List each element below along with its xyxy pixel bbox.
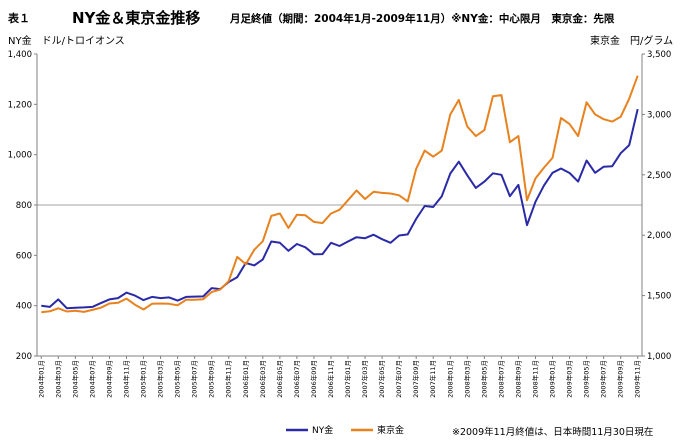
legend-label: NY金	[312, 424, 333, 436]
x-tick-label: 2006年11月	[326, 360, 335, 398]
y-left-tick-label: 1,200	[8, 100, 32, 110]
x-tick-label: 2008年11月	[530, 360, 539, 398]
x-tick-label: 2004年05月	[70, 360, 79, 398]
x-tick-label: 2005年07月	[190, 360, 199, 398]
y-right-tick-label: 2,500	[647, 171, 671, 181]
x-tick-label: 2007年03月	[360, 360, 369, 398]
x-tick-label: 2006年07月	[292, 360, 301, 398]
x-tick-label: 2008年01月	[445, 360, 454, 398]
y-right-tick-label: 2,000	[647, 231, 671, 241]
right-axis-unit: 東京金 円/グラム	[590, 36, 674, 47]
x-tick-label: 2007年01月	[343, 360, 352, 398]
x-tick-label: 2009年07月	[599, 360, 608, 398]
x-tick-label: 2006年03月	[258, 360, 267, 398]
y-left-tick-label: 1,400	[8, 50, 32, 60]
x-tick-label: 2009年05月	[582, 360, 591, 398]
tokyo-gold-line	[41, 75, 639, 314]
x-tick-label: 2004年09月	[104, 360, 113, 398]
y-left-tick-label: 200	[16, 352, 32, 362]
left-axis-unit: NY金 ドル/トロイオンス	[8, 36, 125, 47]
table-number: 表１	[8, 12, 30, 25]
x-tick-label: 2004年07月	[87, 360, 96, 398]
x-tick-label: 2004年11月	[121, 360, 130, 398]
x-tick-label: 2009年01月	[548, 360, 557, 398]
y-right-tick-label: 3,500	[647, 50, 671, 60]
x-tick-label: 2007年11月	[428, 360, 437, 398]
chart-subtitle: 月足終値（期間：2004年1月-2009年11月）※NY金：中心限月 東京金：先…	[230, 13, 615, 25]
x-tick-label: 2004年01月	[36, 360, 45, 398]
x-tick-label: 2005年01月	[139, 360, 148, 398]
x-tick-label: 2008年03月	[462, 360, 471, 398]
x-tick-label: 2008年05月	[479, 360, 488, 398]
x-tick-label: 2005年11月	[224, 360, 233, 398]
y-right-tick-label: 3,000	[647, 110, 671, 120]
x-tick-label: 2009年09月	[616, 360, 625, 398]
y-left-tick-label: 1,000	[8, 151, 32, 161]
footnote: ※2009年11月終値は、日本時間11月30日現在	[452, 427, 654, 438]
ny-gold-line	[41, 108, 639, 310]
x-tick-label: 2007年09月	[411, 360, 420, 398]
x-tick-label: 2009年03月	[565, 360, 574, 398]
y-left-tick-label: 800	[16, 201, 32, 211]
legend-label: 東京金	[377, 424, 404, 436]
x-tick-label: 2005年03月	[156, 360, 165, 398]
y-left-tick-label: 600	[16, 251, 32, 261]
y-left-tick-label: 400	[16, 302, 32, 312]
y-right-tick-label: 1,000	[647, 352, 671, 362]
x-tick-label: 2005年09月	[207, 360, 216, 398]
x-tick-label: 2007年07月	[394, 360, 403, 398]
x-tick-label: 2004年03月	[53, 360, 62, 398]
x-tick-label: 2006年01月	[241, 360, 250, 398]
x-tick-label: 2008年09月	[513, 360, 522, 398]
x-tick-label: 2005年05月	[173, 360, 182, 398]
y-right-tick-label: 1,500	[647, 292, 671, 302]
x-tick-label: 2006年05月	[275, 360, 284, 398]
x-tick-label: 2007年05月	[377, 360, 386, 398]
x-tick-label: 2009年11月	[633, 360, 642, 398]
chart-title: NY金＆東京金推移	[72, 9, 201, 27]
x-tick-label: 2008年07月	[496, 360, 505, 398]
x-tick-label: 2006年09月	[309, 360, 318, 398]
